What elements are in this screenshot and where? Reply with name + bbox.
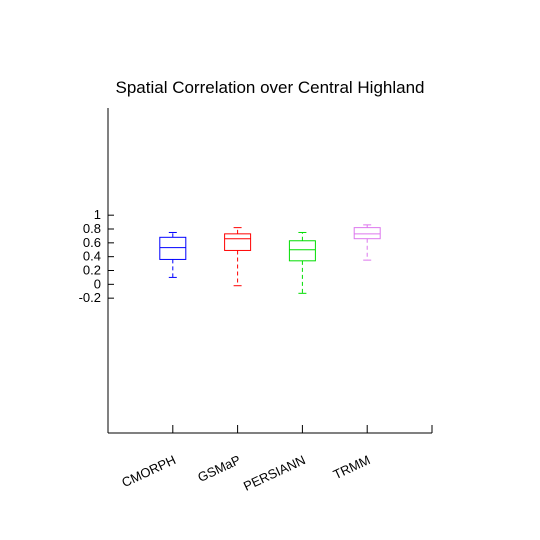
- x-category-label: TRMM: [331, 452, 373, 482]
- y-tick-label: 0.4: [83, 249, 101, 264]
- y-axis-ticks: -0.200.20.40.60.81: [79, 207, 114, 305]
- box-series: [159, 224, 381, 294]
- chart-title: Spatial Correlation over Central Highlan…: [116, 78, 425, 97]
- x-category-label: GSMaP: [195, 452, 243, 485]
- y-tick-label: 1: [94, 207, 101, 222]
- interquartile-box: [353, 227, 381, 240]
- box-gsmap: [224, 227, 252, 287]
- box-persiann: [288, 231, 316, 294]
- interquartile-box: [159, 236, 187, 260]
- y-tick-label: 0.6: [83, 235, 101, 250]
- x-category-label: PERSIANN: [241, 452, 308, 494]
- y-tick-label: 0: [94, 276, 101, 291]
- box-cmorph: [159, 231, 187, 278]
- box-trmm: [353, 224, 381, 261]
- y-tick-label: 0.2: [83, 263, 101, 278]
- y-tick-label: -0.2: [79, 290, 101, 305]
- y-tick-label: 0.8: [83, 221, 101, 236]
- interquartile-box: [224, 233, 252, 251]
- interquartile-box: [288, 240, 316, 262]
- x-category-label: CMORPH: [119, 452, 178, 490]
